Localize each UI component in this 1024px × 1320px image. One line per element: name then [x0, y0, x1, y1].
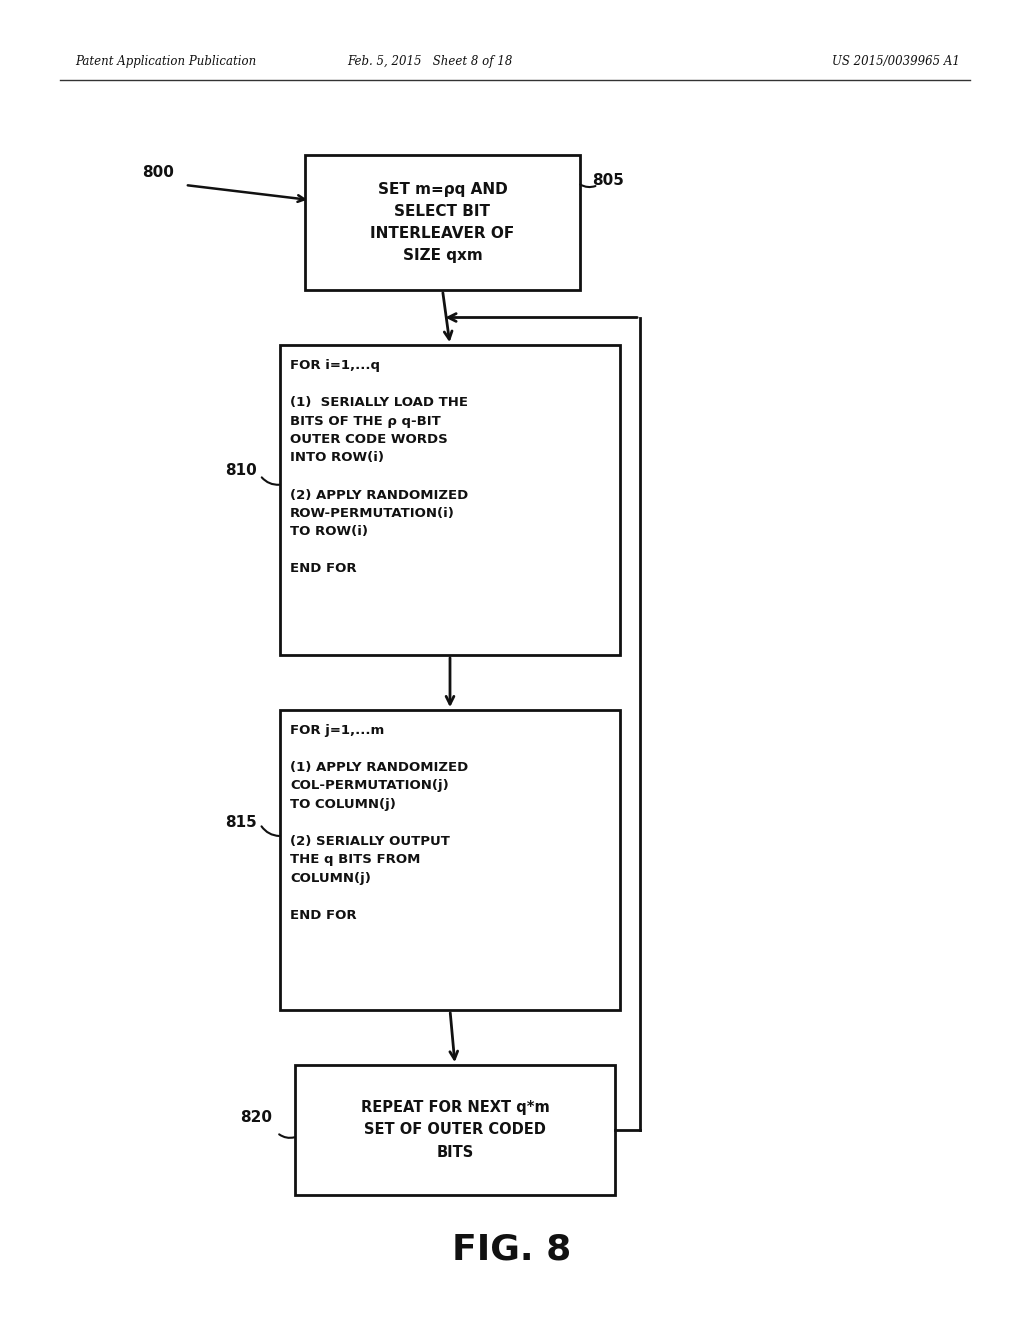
Text: Feb. 5, 2015   Sheet 8 of 18: Feb. 5, 2015 Sheet 8 of 18	[347, 55, 513, 69]
Text: SET m=ρq AND
SELECT BIT
INTERLEAVER OF
SIZE qxm: SET m=ρq AND SELECT BIT INTERLEAVER OF S…	[371, 182, 515, 263]
Text: 805: 805	[592, 173, 624, 187]
Bar	[305, 154, 580, 290]
Text: FIG. 8: FIG. 8	[453, 1233, 571, 1267]
Text: 820: 820	[240, 1110, 272, 1126]
Bar	[280, 710, 620, 1010]
Text: 810: 810	[225, 463, 257, 478]
Text: Patent Application Publication: Patent Application Publication	[75, 55, 256, 69]
Text: REPEAT FOR NEXT q*m
SET OF OUTER CODED
BITS: REPEAT FOR NEXT q*m SET OF OUTER CODED B…	[360, 1101, 549, 1160]
Text: 815: 815	[225, 814, 257, 830]
Text: FOR j=1,...m

(1) APPLY RANDOMIZED
COL-PERMUTATION(j)
TO COLUMN(j)

(2) SERIALLY: FOR j=1,...m (1) APPLY RANDOMIZED COL-PE…	[290, 723, 468, 921]
Text: 800: 800	[142, 165, 174, 180]
Text: US 2015/0039965 A1: US 2015/0039965 A1	[833, 55, 961, 69]
Bar	[295, 1065, 615, 1195]
Text: FOR i=1,...q

(1)  SERIALLY LOAD THE
BITS OF THE ρ q-BIT
OUTER CODE WORDS
INTO R: FOR i=1,...q (1) SERIALLY LOAD THE BITS …	[290, 359, 468, 576]
Bar	[280, 345, 620, 655]
